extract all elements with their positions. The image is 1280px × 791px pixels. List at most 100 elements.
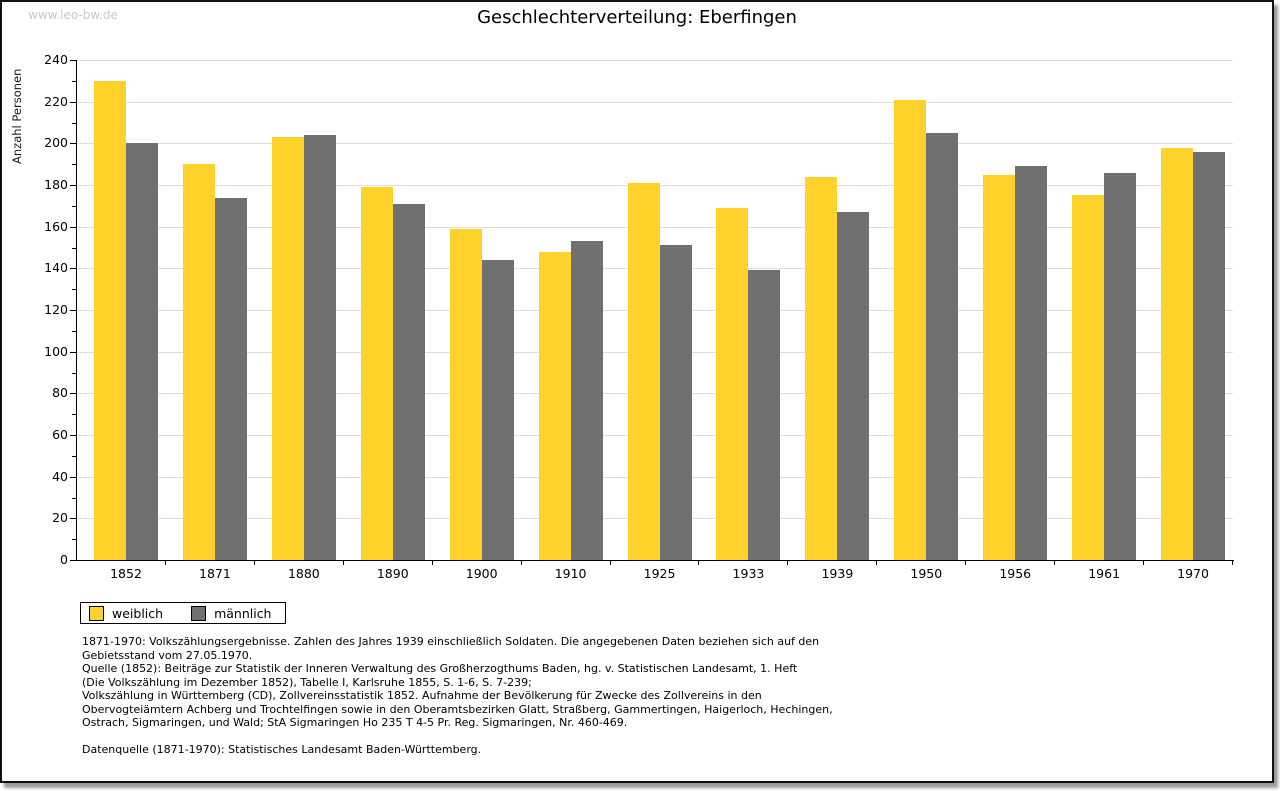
y-tick-minor-30 [72, 497, 76, 499]
y-tick-label-60: 60 [52, 427, 68, 442]
bar-weiblich-1871 [182, 164, 215, 560]
bar-männlich-1890 [392, 203, 425, 560]
x-tick-label-1950: 1950 [910, 566, 943, 581]
gridline-240 [77, 60, 1233, 61]
gridline-220 [77, 101, 1233, 103]
bar-weiblich-1939 [805, 176, 838, 560]
bar-männlich-1925 [659, 245, 692, 560]
y-tick-label-20: 20 [52, 510, 68, 526]
source-note-line: Ostrach, Sigmaringen, und Wald; StA Sigm… [82, 716, 628, 729]
x-tick-label-1900: 1900 [465, 566, 498, 581]
y-axis-title: Anzahl Personen [10, 68, 24, 164]
y-tick-label-160: 160 [44, 218, 68, 234]
legend-item-maennlich: männlich [191, 605, 272, 621]
x-tick-mark [965, 561, 967, 565]
y-tick-label-0: 0 [60, 552, 68, 567]
bar-group-1950 [877, 60, 966, 560]
watermark: www.leo-bw.de [28, 8, 118, 22]
legend: weiblich männlich [80, 602, 287, 624]
bar-weiblich-1852 [94, 80, 126, 560]
source-notes: 1871-1970: Volkszählungsergebnisse. Zahl… [82, 635, 982, 757]
y-tick-minor-10 [72, 539, 76, 541]
bar-weiblich-1880 [271, 137, 304, 560]
bar-männlich-1871 [214, 197, 247, 560]
y-tick-minor-110 [72, 330, 76, 332]
bar-group-1956 [966, 60, 1055, 560]
source-note-line: Volkszählung in Württemberg (CD), Zollve… [82, 689, 762, 702]
bar-group-1852 [77, 60, 166, 560]
x-tick-label-1910: 1910 [554, 566, 587, 581]
bar-group-1890 [344, 60, 433, 560]
bar-group-1871 [166, 60, 255, 560]
gridline-200 [77, 143, 1233, 145]
bar-group-1900 [433, 60, 522, 560]
y-tick-major-80 [70, 393, 76, 395]
y-tick-major-240 [70, 60, 76, 61]
bar-weiblich-1890 [360, 187, 393, 560]
bar-group-1925 [611, 60, 700, 560]
y-tick-major-100 [70, 351, 76, 353]
y-tick-label-240: 240 [44, 52, 68, 67]
bar-männlich-1852 [126, 143, 158, 560]
y-tick-minor-150 [72, 247, 76, 249]
bar-weiblich-1961 [1072, 195, 1105, 560]
x-tick-mark [787, 561, 789, 565]
x-tick-label-1970: 1970 [1177, 566, 1209, 581]
bar-group-1880 [255, 60, 344, 560]
y-tick-major-60 [70, 435, 76, 436]
legend-label-maennlich: männlich [214, 605, 272, 621]
bar-männlich-1970 [1193, 151, 1226, 560]
chart-title: Geschlechterverteilung: Eberfingen [477, 7, 797, 28]
bar-männlich-1939 [837, 212, 870, 560]
bar-weiblich-1933 [716, 207, 749, 560]
x-tick-mark [1143, 561, 1145, 565]
x-tick-label-1939: 1939 [821, 566, 854, 581]
y-tick-label-120: 120 [44, 302, 68, 317]
x-tick-label-1852: 1852 [110, 566, 142, 581]
maennlich-swatch-icon [191, 605, 207, 621]
y-tick-minor-210 [72, 122, 76, 124]
y-tick-minor-90 [72, 372, 76, 374]
bar-weiblich-1956 [983, 174, 1016, 560]
datenquelle-line: Datenquelle (1871-1970): Statistisches L… [82, 743, 482, 756]
bar-männlich-1956 [1015, 166, 1048, 560]
y-tick-major-20 [70, 518, 76, 520]
bar-weiblich-1950 [894, 99, 927, 560]
y-tick-label-100: 100 [44, 343, 68, 359]
y-tick-major-160 [70, 226, 76, 228]
y-tick-label-80: 80 [52, 385, 68, 401]
y-tick-major-140 [70, 268, 76, 270]
source-notes-lines: 1871-1970: Volkszählungsergebnisse. Zahl… [82, 635, 982, 730]
bar-weiblich-1970 [1161, 147, 1194, 560]
source-note-line: Quelle (1852): Beiträge zur Statistik de… [82, 662, 798, 675]
y-tick-major-180 [70, 185, 76, 186]
x-tick-label-1961: 1961 [1088, 566, 1121, 581]
bar-weiblich-1910 [538, 251, 571, 560]
y-tick-label-140: 140 [44, 260, 68, 276]
legend-label-weiblich: weiblich [112, 605, 164, 621]
y-tick-minor-50 [72, 455, 76, 457]
bar-group-1910 [522, 60, 611, 560]
bar-männlich-1950 [926, 132, 959, 560]
x-tick-label-1925: 1925 [643, 566, 676, 581]
weiblich-swatch-icon [89, 605, 104, 621]
y-tick-minor-130 [72, 289, 76, 291]
x-tick-label-1871: 1871 [199, 566, 231, 581]
y-axis-line [76, 60, 77, 561]
x-tick-label-1933: 1933 [732, 566, 765, 581]
y-tick-major-120 [70, 310, 76, 311]
x-tick-mark [1054, 561, 1056, 565]
source-note-line: Obervogteiämtern Achberg und Trochtelfin… [82, 702, 833, 716]
x-tick-mark [164, 561, 166, 565]
y-tick-label-220: 220 [44, 93, 68, 109]
y-tick-minor-190 [72, 164, 76, 166]
bar-group-1961 [1055, 60, 1144, 560]
x-tick-mark [520, 561, 522, 565]
y-tick-major-200 [70, 143, 76, 145]
source-note-line: Gebietsstand vom 27.05.1970. [82, 648, 253, 662]
x-tick-label-1880: 1880 [287, 566, 320, 581]
y-tick-label-200: 200 [44, 135, 68, 151]
x-axis-line [76, 560, 1234, 561]
y-tick-major-0 [70, 560, 76, 561]
source-note-line: 1871-1970: Volkszählungsergebnisse. Zahl… [82, 635, 820, 648]
